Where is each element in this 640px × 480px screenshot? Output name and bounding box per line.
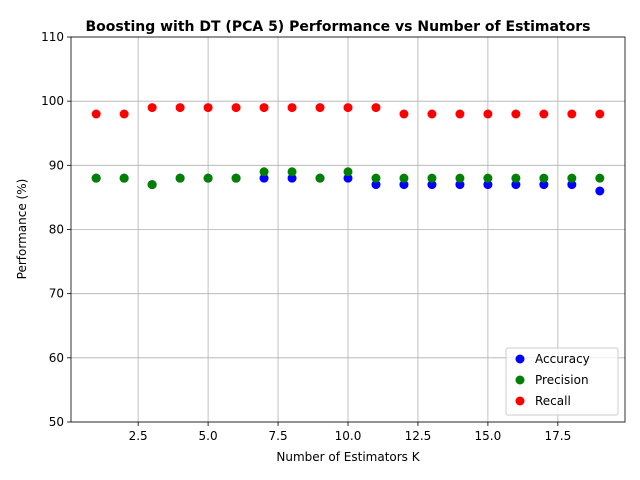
y-tick-label: 60 (49, 351, 64, 365)
x-tick-label: 15.0 (475, 429, 502, 443)
precision-point (539, 173, 549, 183)
recall-point (231, 103, 241, 113)
precision-legend-label: Precision (535, 373, 589, 387)
y-tick-label: 80 (49, 223, 64, 237)
ticks-layer: 2.5 5.0 7.5 10.0 12.5 15.0 17.5 50 60 70 80 90 100 11… (41, 30, 571, 443)
precision-point (287, 167, 297, 177)
recall-point (91, 109, 101, 119)
precision-point (91, 173, 101, 183)
precision-point (119, 173, 129, 183)
y-tick-label: 50 (49, 415, 64, 429)
precision-point (147, 180, 157, 190)
accuracy-point (259, 173, 269, 183)
x-tick-label: 10.0 (335, 429, 362, 443)
precision-point (483, 173, 493, 183)
y-tick-label: 70 (49, 287, 64, 301)
precision-point (511, 173, 521, 183)
precision-point (231, 173, 241, 183)
x-tick-label: 17.5 (544, 429, 571, 443)
chart-title: Boosting with DT (PCA 5) Performance vs … (86, 19, 591, 35)
accuracy-point (483, 180, 493, 190)
recall-point (539, 109, 549, 119)
precision-point (315, 173, 325, 183)
recall-point (371, 103, 381, 113)
precision-point (399, 173, 409, 183)
recall-point (259, 103, 269, 113)
precision-point (203, 173, 213, 183)
recall-point (119, 109, 129, 119)
recall-legend-marker (515, 396, 525, 406)
accuracy-point (539, 180, 549, 190)
recall-point (511, 109, 521, 119)
recall-point (287, 103, 297, 113)
precision-point (371, 173, 381, 183)
recall-point (427, 109, 437, 119)
legend-box (505, 347, 619, 416)
precision-point (259, 167, 269, 177)
x-tick-label: 5.0 (199, 429, 218, 443)
legend: Accuracy Precision Recall (505, 347, 619, 416)
recall-point (147, 103, 157, 113)
recall-point (175, 103, 185, 113)
accuracy-legend-marker (515, 354, 525, 364)
accuracy-point (511, 180, 521, 190)
recall-point (455, 109, 465, 119)
precision-point (567, 173, 577, 183)
x-tick-label: 2.5 (129, 429, 148, 443)
precision-point (595, 173, 605, 183)
accuracy-point (567, 180, 577, 190)
x-tick-label: 12.5 (405, 429, 432, 443)
accuracy-point (455, 180, 465, 190)
accuracy-point (427, 180, 437, 190)
precision-point (343, 167, 353, 177)
recall-point (343, 103, 353, 113)
y-tick-label: 110 (41, 30, 64, 44)
recall-point (567, 109, 577, 119)
recall-point (483, 109, 493, 119)
y-axis-label: Performance (%) (15, 179, 29, 280)
precision-point (427, 173, 437, 183)
recall-point (315, 103, 325, 113)
recall-point (595, 109, 605, 119)
accuracy-legend-label: Accuracy (535, 352, 590, 366)
accuracy-point (595, 186, 605, 196)
recall-point (399, 109, 409, 119)
accuracy-point (287, 173, 297, 183)
recall-point (203, 103, 213, 113)
y-tick-label: 90 (49, 158, 64, 172)
y-tick-label: 100 (41, 94, 64, 108)
precision-legend-marker (515, 375, 525, 385)
x-axis-label: Number of Estimators K (276, 450, 420, 464)
precision-point (175, 173, 185, 183)
accuracy-point (399, 180, 409, 190)
x-tick-label: 7.5 (269, 429, 288, 443)
accuracy-point (343, 173, 353, 183)
precision-point (455, 173, 465, 183)
points-layer (91, 103, 605, 196)
recall-legend-label: Recall (535, 394, 571, 408)
accuracy-point (371, 180, 381, 190)
